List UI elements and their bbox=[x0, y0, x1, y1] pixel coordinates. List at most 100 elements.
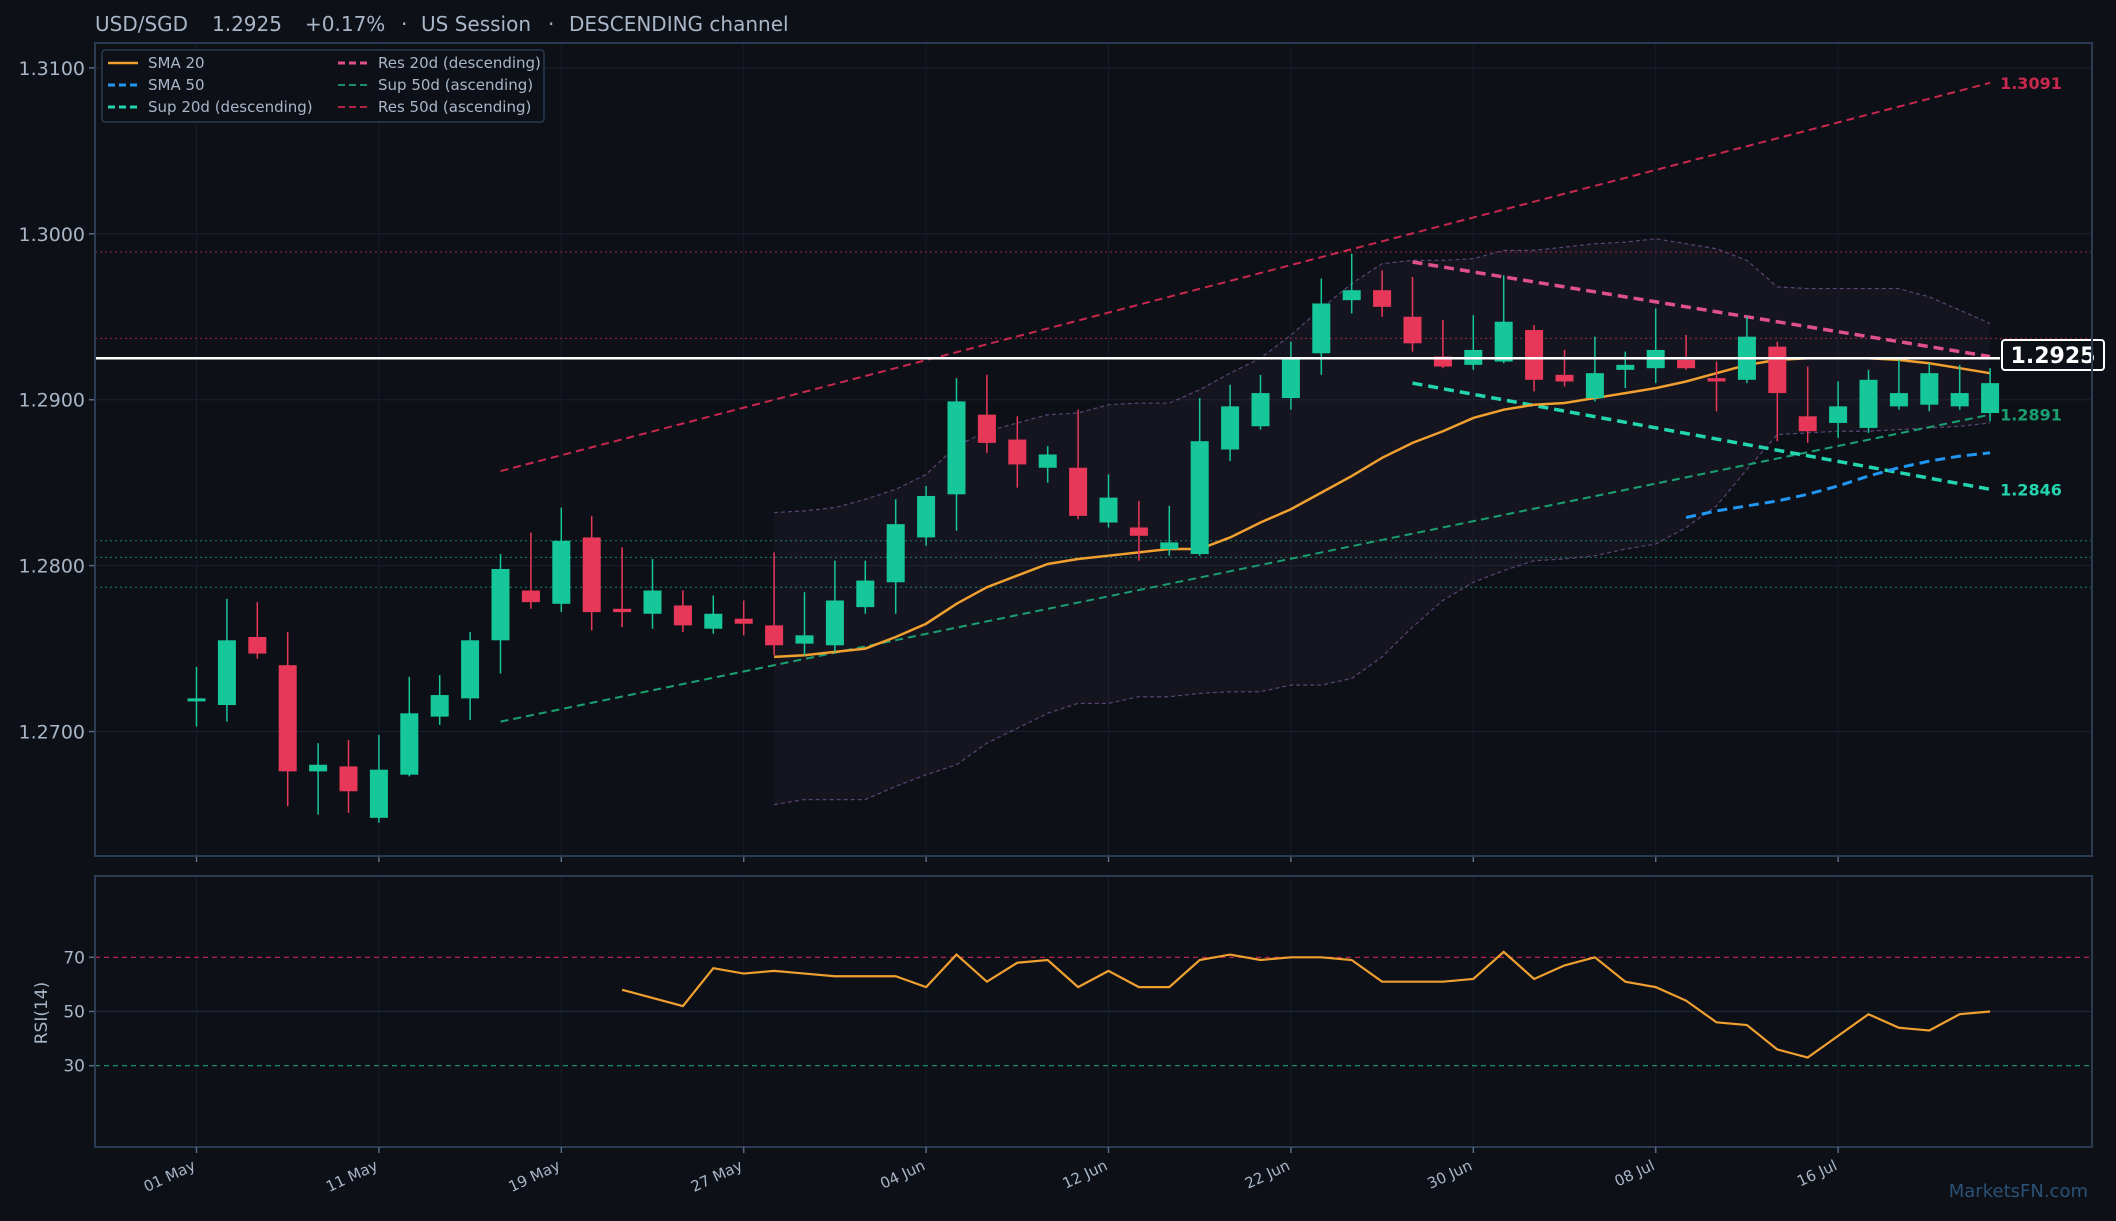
legend-label-res50: Res 50d (ascending) bbox=[378, 98, 531, 116]
candle-body bbox=[521, 590, 540, 603]
candle-body bbox=[1859, 379, 1878, 428]
candle-body bbox=[1190, 441, 1209, 555]
candles bbox=[187, 253, 2000, 823]
rsi-grid bbox=[95, 876, 2092, 1147]
candle-body bbox=[491, 568, 510, 641]
rsi-line bbox=[621, 950, 1991, 1059]
header-price: 1.2925 bbox=[212, 12, 282, 36]
candle-body bbox=[1069, 467, 1088, 516]
candle-body bbox=[947, 401, 966, 495]
candle-body bbox=[1281, 358, 1300, 399]
candle-body bbox=[1920, 373, 1939, 405]
candle-body bbox=[552, 540, 571, 604]
trendline-sup50 bbox=[500, 413, 1991, 723]
candle-body bbox=[1798, 416, 1817, 432]
rsi-axis: 30 50 70 bbox=[63, 948, 95, 1077]
candle-body bbox=[187, 698, 206, 702]
price-tick-label: 1.2800 bbox=[19, 556, 85, 578]
candle-body bbox=[1768, 346, 1787, 394]
legend-label-sup50: Sup 50d (ascending) bbox=[378, 76, 533, 94]
current-price-label: 1.2925 bbox=[2011, 344, 2096, 369]
trendline-sup20 bbox=[1412, 381, 1991, 492]
price-tick-label: 1.2700 bbox=[19, 722, 85, 744]
price-tick-label: 1.3000 bbox=[19, 224, 85, 246]
header-pattern: DESCENDING channel bbox=[569, 12, 789, 36]
current-price: 1.2925 bbox=[95, 339, 2105, 371]
candle-body bbox=[673, 605, 692, 626]
legend: SMA 20 Res 20d (descending) SMA 50 Sup 50d … bbox=[101, 49, 545, 123]
candle-body bbox=[248, 636, 267, 654]
candle-body bbox=[1160, 542, 1179, 550]
rsi-panel-frame bbox=[94, 875, 2093, 1148]
legend-label-sma20: SMA 20 bbox=[148, 54, 205, 72]
candle-body bbox=[977, 414, 996, 443]
header-symbol: USD/SGD bbox=[95, 12, 188, 36]
trendline-label-sup20: 1.2846 bbox=[2000, 480, 2062, 499]
candle-body bbox=[461, 640, 480, 699]
candle-body bbox=[1129, 527, 1148, 536]
trendline-res20 bbox=[1412, 260, 1991, 359]
candle-body bbox=[704, 613, 723, 629]
chart-header: USD/SGD 1.2925 +0.17% · US Session · DES… bbox=[95, 12, 789, 36]
candle-body bbox=[582, 537, 601, 613]
candle-body bbox=[217, 640, 236, 706]
candle-body bbox=[825, 600, 844, 646]
candle-body bbox=[1981, 383, 2000, 413]
candle-body bbox=[1616, 364, 1635, 370]
rsi-ylabel: RSI(14) bbox=[32, 982, 52, 1045]
candle-body bbox=[1707, 378, 1726, 382]
candle-body bbox=[1373, 290, 1392, 307]
candle-body bbox=[643, 590, 662, 614]
candle-body bbox=[1221, 406, 1240, 450]
bollinger-lower bbox=[774, 422, 1991, 806]
candle-body bbox=[1950, 393, 1969, 407]
candle-body bbox=[278, 665, 297, 772]
candle-body bbox=[1889, 393, 1908, 407]
header-session: US Session bbox=[421, 12, 531, 36]
candle-body bbox=[1677, 359, 1696, 369]
candle-body bbox=[886, 524, 905, 583]
candle-body bbox=[1585, 373, 1604, 399]
rsi-series-line bbox=[621, 950, 1991, 1059]
candle-body bbox=[430, 695, 449, 717]
candle-body bbox=[1342, 290, 1361, 301]
header-separator: · bbox=[548, 12, 554, 36]
header-change: +0.17% bbox=[305, 12, 385, 36]
candle-body bbox=[339, 766, 358, 792]
legend-label-sma50: SMA 50 bbox=[148, 76, 205, 94]
candle-body bbox=[1038, 454, 1057, 468]
sma50-line bbox=[1685, 451, 1991, 519]
rsi-tick-label: 50 bbox=[63, 1003, 85, 1023]
trendlines: 1.3091 1.2891 1.2846 bbox=[500, 74, 2062, 723]
candle-body bbox=[795, 635, 814, 644]
rsi-tick-label: 30 bbox=[63, 1057, 85, 1077]
rsi-tick-label: 70 bbox=[63, 948, 85, 968]
candle-body bbox=[309, 764, 328, 772]
bollinger-upper bbox=[774, 238, 1991, 514]
trendline-label-sup50: 1.2891 bbox=[2000, 406, 2062, 425]
candle-body bbox=[1403, 316, 1422, 344]
candle-body bbox=[917, 495, 936, 538]
candle-body bbox=[1525, 330, 1544, 380]
legend-label-res20: Res 20d (descending) bbox=[378, 54, 541, 72]
candle-body bbox=[1008, 439, 1027, 465]
candle-body bbox=[400, 713, 419, 775]
candle-body bbox=[1555, 374, 1574, 382]
rsi-panel: 30 50 70 RSI(14) bbox=[32, 875, 2093, 1148]
watermark: MarketsFN.com bbox=[1949, 1181, 2088, 1202]
legend-label-sup20: Sup 20d (descending) bbox=[148, 98, 313, 116]
candle-body bbox=[369, 769, 388, 818]
candle-body bbox=[1829, 406, 1848, 423]
candle-body bbox=[1099, 497, 1118, 523]
price-tick-label: 1.3100 bbox=[19, 58, 85, 80]
candle-body bbox=[1433, 356, 1452, 367]
candle-body bbox=[734, 618, 753, 624]
candle-body bbox=[613, 608, 632, 613]
candle-body bbox=[1494, 321, 1513, 362]
candle-body bbox=[765, 625, 784, 646]
trendline-res50 bbox=[500, 81, 1991, 473]
candle-body bbox=[1251, 393, 1270, 427]
header-separator: · bbox=[401, 12, 407, 36]
